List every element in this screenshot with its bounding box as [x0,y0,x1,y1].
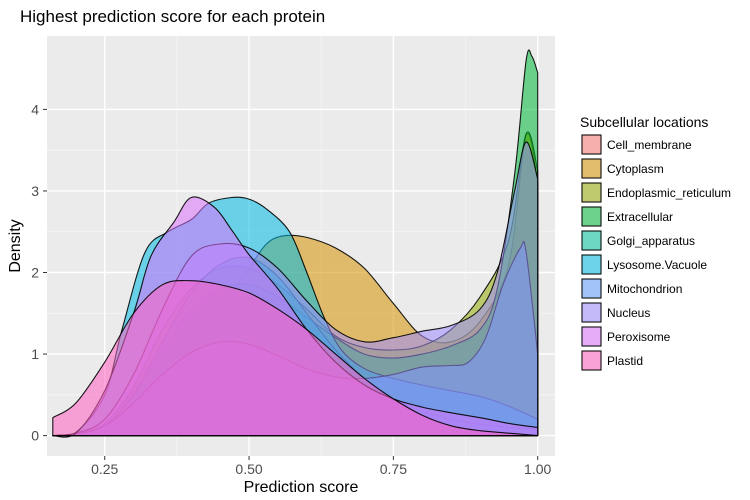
legend-swatch-cell-membrane [581,134,602,155]
y-tick-label: 0 [31,428,39,444]
legend-title: Subcellular locations [580,114,708,130]
legend-swatch-mitochondrion [581,278,602,299]
legend-swatch-golgi-apparatus [581,230,602,251]
x-axis-title: Prediction score [244,479,359,496]
legend-swatch-nucleus [581,302,602,323]
legend-swatch-plastid [581,350,602,371]
legend-label-peroxisome: Peroxisome [607,330,671,344]
legend-items: Cell_membrane Cytoplasm Endoplasmic_reticu… [581,134,731,371]
legend-swatch-lysosome-vacuole [581,254,602,275]
legend: Subcellular locations Cell_membrane Cytop… [580,114,731,371]
x-tick-label: 0.50 [235,461,262,477]
density-area-plastid [52,279,539,437]
x-tick-label: 0.25 [91,461,118,477]
legend-label-golgi-apparatus: Golgi_apparatus [607,234,695,248]
legend-label-lysosome-vacuole: Lysosome.Vacuole [607,258,707,272]
legend-swatch-cytoplasm [581,158,602,179]
y-tick-label: 2 [31,265,39,281]
legend-label-mitochondrion: Mitochondrion [607,282,682,296]
y-tick-label: 3 [31,183,39,199]
legend-swatch-endoplasmic-reticulum [581,182,602,203]
y-axis: 0 1 2 3 4 [31,101,47,444]
legend-label-cell-membrane: Cell_membrane [607,138,692,152]
x-tick-label: 0.75 [380,461,407,477]
y-tick-label: 4 [31,101,39,117]
legend-label-extracellular: Extracellular [607,210,673,224]
legend-label-plastid: Plastid [607,354,643,368]
legend-swatch-peroxisome [581,326,602,347]
x-tick-label: 1.00 [524,461,551,477]
legend-swatch-extracellular [581,206,602,227]
chart-title: Highest prediction score for each protei… [20,7,325,26]
y-axis-title: Density [7,219,24,272]
x-axis: 0.25 0.50 0.75 1.00 [91,456,552,477]
legend-label-cytoplasm: Cytoplasm [607,162,664,176]
y-tick-label: 1 [31,346,39,362]
legend-label-endoplasmic-reticulum: Endoplasmic_reticulum [607,186,731,200]
legend-label-nucleus: Nucleus [607,306,650,320]
density-areas [52,49,539,438]
